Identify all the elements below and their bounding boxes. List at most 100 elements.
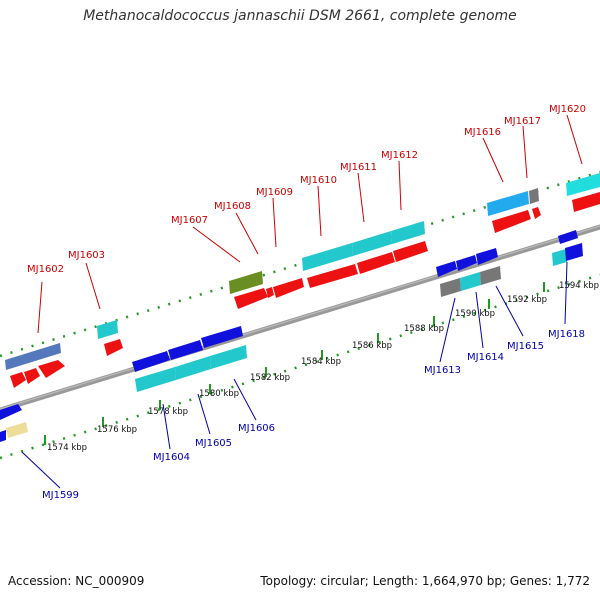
gene-box-cyan[interactable] [210, 345, 247, 369]
leader-line [233, 378, 257, 421]
gene-arrow-red[interactable] [24, 368, 40, 384]
leader-line [357, 172, 365, 223]
gene-arrow-red[interactable] [532, 207, 541, 219]
gene-arrow-blue[interactable] [565, 243, 583, 261]
ruler-tick-label: 1580 kbp [199, 389, 239, 399]
genome-backbone-highlight [0, 225, 600, 410]
leader-line [317, 185, 322, 237]
gene-arrow-red[interactable] [104, 339, 123, 356]
gene-arrow-blue[interactable] [168, 340, 203, 360]
leader-line [85, 262, 101, 310]
gene-arrow-red[interactable] [10, 372, 26, 388]
gene-label-plus[interactable]: MJ1616 [464, 127, 501, 138]
gene-arrow-red[interactable] [273, 278, 304, 298]
leader-line [495, 285, 524, 337]
gene-label-minus[interactable]: MJ1613 [424, 365, 461, 376]
ruler-tick-label: 1586 kbp [352, 341, 392, 351]
gene-box-cyan[interactable] [302, 243, 353, 271]
ruler-tick-label: 1574 kbp [47, 443, 87, 453]
ruler-tick-label: 1590 kbp [455, 309, 495, 319]
gene-box-gray[interactable] [440, 278, 461, 297]
gene-box-cyan[interactable] [552, 249, 567, 266]
gene-features [0, 173, 600, 442]
topology-label: Topology: circular; Length: 1,664,970 bp… [260, 574, 590, 588]
gene-arrow-blue[interactable] [476, 248, 498, 265]
gene-label-minus[interactable]: MJ1615 [507, 341, 544, 352]
gene-arrow-cyan[interactable] [5, 343, 61, 370]
gene-arrow-red[interactable] [393, 241, 428, 262]
gene-arrow-red[interactable] [38, 360, 65, 378]
leader-line [398, 160, 402, 211]
leader-line [475, 291, 484, 349]
ruler-tick-label: 1594 kbp [559, 281, 599, 291]
gene-label-plus[interactable]: MJ1612 [381, 150, 418, 161]
gene-label-minus[interactable]: MJ1604 [153, 452, 190, 463]
gene-box-gray[interactable] [480, 266, 501, 285]
gene-arrow-red[interactable] [572, 192, 600, 212]
gene-box-cyan[interactable] [391, 221, 425, 244]
gene-arrow-blue[interactable] [456, 255, 477, 271]
leader-line [564, 261, 568, 325]
gene-label-plus[interactable]: MJ1617 [504, 116, 541, 127]
gene-arrow-blue[interactable] [558, 230, 578, 244]
gene-box-cyan[interactable] [487, 191, 529, 216]
gene-label-plus[interactable]: MJ1620 [549, 104, 586, 115]
ruler-tick-label: 1592 kbp [507, 295, 547, 305]
leader-line [439, 297, 456, 363]
minus-strand-labels: MJ1599 MJ1604 MJ1605 MJ1606 MJ1613 MJ161… [21, 261, 585, 501]
leader-line [272, 197, 277, 248]
gene-arrow-red[interactable] [307, 264, 358, 288]
gene-box-cyan[interactable] [566, 173, 600, 196]
leader-line [197, 393, 211, 435]
gene-label-minus[interactable]: MJ1618 [548, 329, 585, 340]
gene-label-plus[interactable]: MJ1607 [171, 215, 208, 226]
ruler-tick-label: 1588 kbp [404, 324, 444, 334]
leader-line [235, 212, 259, 255]
gene-box-gray[interactable] [529, 188, 539, 204]
leader-line [21, 451, 61, 489]
gene-label-plus[interactable]: MJ1602 [27, 264, 64, 275]
ruler-tick-label: 1576 kbp [97, 425, 137, 435]
accession-label: Accession: NC_000909 [8, 574, 145, 588]
ruler [44, 282, 545, 445]
gene-label-plus[interactable]: MJ1609 [256, 187, 293, 198]
gene-box-olive[interactable] [229, 271, 263, 294]
gene-arrow-blue[interactable] [201, 326, 243, 348]
leader-line [162, 403, 171, 450]
leader-line [566, 114, 583, 165]
gene-box-cyan[interactable] [460, 272, 481, 291]
ruler-tick-label: 1578 kbp [148, 407, 188, 417]
gene-arrow-red[interactable] [234, 288, 268, 309]
plus-strand-labels: MJ1602 MJ1603 MJ1607 MJ1608 MJ1609 MJ161… [27, 104, 586, 334]
gene-label-plus[interactable]: MJ1603 [68, 250, 105, 261]
gene-arrow-blue[interactable] [132, 351, 170, 372]
gene-label-minus[interactable]: MJ1605 [195, 438, 232, 449]
gene-label-minus[interactable]: MJ1599 [42, 490, 79, 501]
gene-arrow-blue[interactable] [0, 404, 22, 420]
gene-label-plus[interactable]: MJ1610 [300, 175, 337, 186]
gene-box-cyan[interactable] [175, 356, 211, 380]
genome-title: Methanocaldococcus jannaschii DSM 2661, … [83, 8, 517, 24]
gene-box-cyan[interactable] [97, 320, 118, 339]
gene-box-yellow[interactable] [6, 422, 28, 438]
leader-line [482, 137, 504, 183]
leader-line [522, 125, 528, 179]
leader-line [192, 226, 241, 263]
gene-arrow-red[interactable] [492, 210, 531, 233]
genome-backbone-line [0, 224, 600, 413]
gene-label-plus[interactable]: MJ1611 [340, 162, 377, 173]
ruler-labels: 1574 kbp 1576 kbp 1578 kbp 1580 kbp 1582… [47, 281, 599, 453]
gene-label-minus[interactable]: MJ1606 [238, 423, 275, 434]
ruler-tick-label: 1582 kbp [250, 373, 290, 383]
gene-box-cyan[interactable] [135, 367, 176, 392]
ruler-tick-label: 1584 kbp [301, 357, 341, 367]
gene-arrow-blue[interactable] [436, 261, 457, 277]
gene-arrow-red[interactable] [266, 287, 274, 298]
leader-line [37, 281, 43, 334]
gene-arrow-red[interactable] [357, 252, 395, 274]
gene-arrow-blue[interactable] [0, 430, 6, 442]
gene-box-cyan[interactable] [352, 231, 392, 256]
gene-label-minus[interactable]: MJ1614 [467, 352, 504, 363]
gene-label-plus[interactable]: MJ1608 [214, 201, 251, 212]
